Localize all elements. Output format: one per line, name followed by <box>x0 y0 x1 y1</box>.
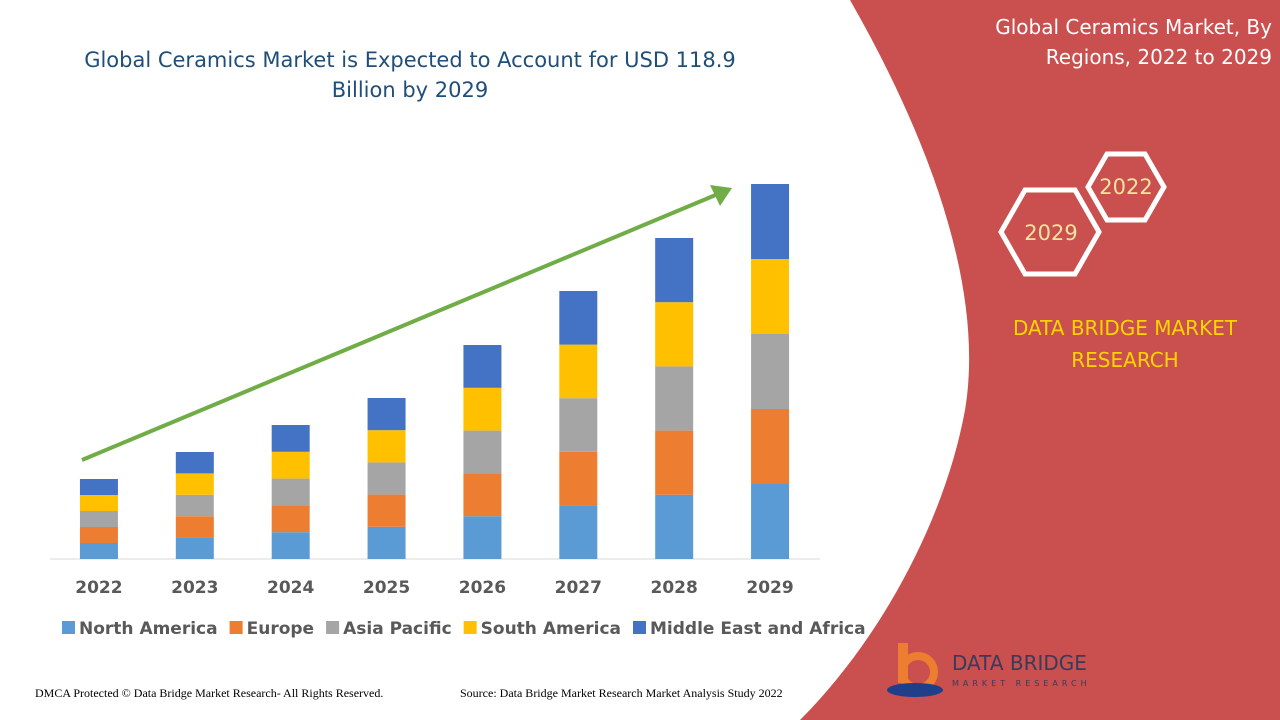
bar-segment <box>655 430 694 495</box>
bar-segment <box>463 345 502 388</box>
bar-segment <box>751 259 790 334</box>
bar-segment <box>79 495 118 511</box>
source: Source: Data Bridge Market Research Mark… <box>460 686 783 700</box>
chart-title-box: Global Ceramics Market is Expected to Ac… <box>84 48 736 102</box>
legend-label: Europe <box>247 619 314 639</box>
logo-name: DATA BRIDGE <box>952 651 1087 675</box>
bar-segment <box>559 505 598 559</box>
x-tick-label: 2023 <box>171 578 218 598</box>
legend-swatch <box>463 621 477 634</box>
panel-title: Global Ceramics Market, By Regions, 2022… <box>995 15 1272 69</box>
x-tick-label: 2026 <box>459 578 506 598</box>
bar-segment <box>79 527 118 543</box>
bar-segment <box>175 537 214 559</box>
chart-title: Global Ceramics Market is Expected to Ac… <box>84 48 736 102</box>
trend-arrow <box>81 192 719 462</box>
bar-segment <box>79 543 118 559</box>
plot: 2022 2023 2024 2025 2026 2027 2028 2029 <box>75 184 794 598</box>
bar-segment <box>655 302 694 367</box>
bar-segment <box>175 494 214 517</box>
bar-segment <box>175 473 214 495</box>
bar-segment <box>367 462 406 495</box>
logo-tagline: MARKET RESEARCH <box>952 679 1091 688</box>
hex-label: 2022 <box>1099 175 1152 199</box>
brand-box: DATA BRIDGE MARKET RESEARCH <box>1012 316 1238 372</box>
bar-segment <box>271 451 310 479</box>
brand: DATA BRIDGE MARKET RESEARCH <box>1012 316 1238 372</box>
legend-swatch <box>229 621 243 634</box>
bar-segment <box>655 494 694 559</box>
bar-segment <box>463 516 502 559</box>
x-tick-label: 2025 <box>363 578 410 598</box>
copyright: DMCA Protected © Data Bridge Market Rese… <box>35 686 383 700</box>
x-tick-label: 2029 <box>746 578 793 598</box>
bar-segment <box>271 505 310 533</box>
bar-segment <box>271 425 310 452</box>
bar-segment <box>655 238 694 303</box>
bar-segment <box>559 398 598 452</box>
legend-label: South America <box>481 619 621 639</box>
bar-segment <box>367 494 406 527</box>
bar-segment <box>367 398 406 431</box>
bar-segment <box>751 484 790 559</box>
logo: DATA BRIDGE MARKET RESEARCH <box>887 643 1091 697</box>
legend-swatch <box>633 621 646 634</box>
legend-swatch <box>326 621 340 634</box>
legend: North America Europe Asia Pacific South Ame… <box>62 619 866 639</box>
arrow-head <box>710 185 732 206</box>
bar-segment <box>751 334 790 409</box>
legend-label: North America <box>79 619 218 639</box>
hexagon <box>1085 151 1167 223</box>
bar-segment <box>367 430 406 463</box>
bar-segment <box>559 291 598 345</box>
bar-segment <box>367 526 406 559</box>
x-tick-label: 2027 <box>555 578 602 598</box>
hexagon <box>998 187 1102 277</box>
hex-label: 2029 <box>1024 221 1077 245</box>
panel-title-box: Global Ceramics Market, By Regions, 2022… <box>995 15 1272 69</box>
x-tick-label: 2028 <box>651 578 698 598</box>
bar-segment <box>271 532 310 559</box>
bar-segment <box>175 516 214 538</box>
bar-segment <box>655 366 694 431</box>
bar-segment <box>751 184 790 259</box>
bar-segment <box>559 451 598 506</box>
bar-segment <box>463 473 502 517</box>
x-tick-label: 2024 <box>267 578 314 598</box>
bar-segment <box>463 430 502 474</box>
x-tick-label: 2022 <box>75 578 122 598</box>
bar-segment <box>751 409 790 484</box>
bar-segment <box>559 344 598 399</box>
bar-segment <box>175 452 214 474</box>
bar-segment <box>271 478 310 506</box>
bar-segment <box>79 479 118 495</box>
bar-segment <box>463 387 502 431</box>
legend-label: Middle East and Africa <box>650 619 866 639</box>
legend-label: Asia Pacific <box>343 619 452 639</box>
logo-swoosh <box>887 683 943 697</box>
bar-segment <box>79 511 118 527</box>
legend-swatch <box>62 621 75 634</box>
